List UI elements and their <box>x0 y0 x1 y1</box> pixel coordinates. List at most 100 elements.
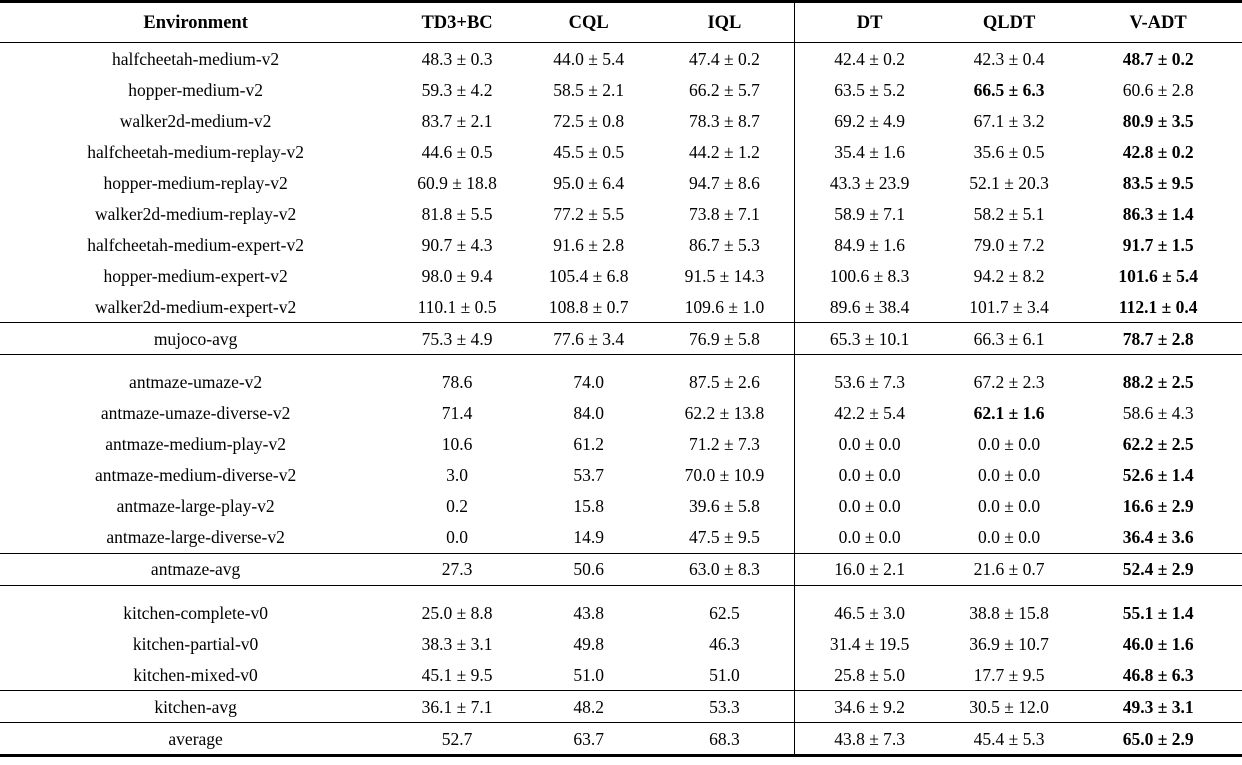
env-name-cell: antmaze-umaze-v2 <box>129 372 263 392</box>
score-cell: 50.6 <box>522 552 655 586</box>
env-name-cell: walker2d-medium-v2 <box>119 110 272 131</box>
score-cell: 90.7 ± 4.3 <box>421 234 493 255</box>
column-header-td3-bc: TD3+BC <box>391 1 523 43</box>
score-cell: 0.0 ± 0.0 <box>794 428 944 460</box>
table-row: walker2d-medium-v2 83.7 ± 2.1 72.5 ± 0.8 78… <box>0 105 1242 136</box>
score-cell: 66.5 ± 6.3 <box>973 79 1045 100</box>
score-cell: 59.3 ± 4.2 <box>421 79 493 100</box>
score-cell: 77.2 ± 5.5 <box>553 203 625 224</box>
score-cell: 35.4 ± 1.6 <box>794 136 944 167</box>
score-cell: 88.2 ± 2.5 <box>1122 372 1194 392</box>
env-name-cell: hopper-medium-replay-v2 <box>103 172 288 193</box>
score-cell: 36.1 ± 7.1 <box>391 690 523 723</box>
score-cell: 10.6 <box>441 434 473 454</box>
score-cell: 52.4 ± 2.9 <box>1074 552 1242 586</box>
score-cell: 34.6 ± 9.2 <box>794 690 944 723</box>
table-row: kitchen-mixed-v0 45.1 ± 9.5 51.0 51.0 25.8 ±… <box>0 659 1242 691</box>
score-cell: 35.6 ± 0.5 <box>973 141 1045 162</box>
table-row: hopper-medium-v2 59.3 ± 4.2 58.5 ± 2.1 66.2… <box>0 74 1242 105</box>
env-name-cell: mujoco-avg <box>0 322 392 355</box>
score-cell: 75.3 ± 4.9 <box>391 322 523 355</box>
env-name-cell: halfcheetah-medium-replay-v2 <box>87 141 304 162</box>
score-cell: 47.5 ± 9.5 <box>689 527 760 547</box>
score-cell: 79.0 ± 7.2 <box>973 234 1045 255</box>
table-row: halfcheetah-medium-expert-v2 90.7 ± 4.3 91… <box>0 229 1242 260</box>
score-cell: 84.0 <box>573 403 604 423</box>
score-cell: 63.7 <box>573 728 604 749</box>
score-cell: 44.0 ± 5.4 <box>553 48 625 69</box>
score-cell: 109.6 ± 1.0 <box>684 296 765 317</box>
score-cell: 45.1 ± 9.5 <box>421 664 493 685</box>
score-cell: 65.0 ± 2.9 <box>1122 728 1194 749</box>
score-cell: 62.2 ± 2.5 <box>1122 434 1194 454</box>
score-cell: 84.9 ± 1.6 <box>794 229 944 260</box>
score-cell: 0.0 ± 0.0 <box>794 521 944 553</box>
env-name-cell: kitchen-partial-v0 <box>132 633 259 654</box>
table-row: antmaze-umaze-v2 78.6 74.0 87.5 ± 2.6 53.6 ±… <box>0 354 1242 398</box>
score-cell: 105.4 ± 6.8 <box>548 265 629 286</box>
score-cell: 45.5 ± 0.5 <box>553 141 625 162</box>
table-row: kitchen-complete-v0 25.0 ± 8.8 43.8 62.5 46.… <box>0 585 1242 628</box>
score-cell: 46.8 ± 6.3 <box>1122 664 1194 685</box>
env-name-cell: average <box>168 728 223 749</box>
score-cell: 53.3 <box>654 690 795 723</box>
score-cell: 80.9 ± 3.5 <box>1122 110 1194 131</box>
score-cell: 44.2 ± 1.2 <box>689 141 760 162</box>
score-cell: 52.7 <box>441 728 473 749</box>
score-cell: 108.8 ± 0.7 <box>548 296 629 317</box>
score-cell: 51.0 <box>573 664 604 685</box>
score-cell: 0.0 ± 0.0 <box>794 490 944 522</box>
score-cell: 25.0 ± 8.8 <box>421 602 493 623</box>
score-cell: 62.5 <box>709 602 740 623</box>
table-row: halfcheetah-medium-v2 48.3 ± 0.3 44.0 ± 5.… <box>0 42 1242 74</box>
score-cell: 78.6 <box>441 372 473 392</box>
score-cell: 44.6 ± 0.5 <box>421 141 493 162</box>
score-cell: 51.0 <box>709 664 740 685</box>
env-name-cell: kitchen-complete-v0 <box>123 602 269 623</box>
score-cell: 14.9 <box>573 527 604 547</box>
score-cell: 0.0 ± 0.0 <box>978 527 1041 547</box>
table-row: hopper-medium-expert-v2 98.0 ± 9.4 105.4 ±… <box>0 260 1242 291</box>
score-cell: 112.1 ± 0.4 <box>1118 296 1198 317</box>
score-cell: 52.1 ± 20.3 <box>969 172 1049 193</box>
score-cell: 68.3 <box>709 728 740 749</box>
score-cell: 67.1 ± 3.2 <box>973 110 1045 131</box>
score-cell: 42.4 ± 0.2 <box>794 42 944 74</box>
score-cell: 53.7 <box>573 465 604 485</box>
score-cell: 17.7 ± 9.5 <box>973 664 1045 685</box>
score-cell: 62.1 ± 1.6 <box>973 403 1045 423</box>
env-name-cell: hopper-medium-v2 <box>128 79 263 100</box>
score-cell: 71.2 ± 7.3 <box>689 434 760 454</box>
score-cell: 70.0 ± 10.9 <box>684 465 765 485</box>
score-cell: 0.0 ± 0.0 <box>978 434 1041 454</box>
score-cell: 0.2 <box>446 496 468 516</box>
score-cell: 27.3 <box>391 552 523 586</box>
table-row: antmaze-medium-play-v2 10.6 61.2 71.2 ± 7.3… <box>0 428 1242 460</box>
score-cell: 30.5 ± 12.0 <box>943 690 1075 723</box>
score-cell: 31.4 ± 19.5 <box>794 628 944 659</box>
table-row: walker2d-medium-replay-v2 81.8 ± 5.5 77.2 … <box>0 198 1242 229</box>
env-name-cell: antmaze-avg <box>0 552 392 586</box>
score-cell: 61.2 <box>573 434 604 454</box>
score-cell: 67.2 ± 2.3 <box>973 372 1045 392</box>
score-cell: 52.6 ± 1.4 <box>1122 465 1194 485</box>
env-name-cell: walker2d-medium-expert-v2 <box>95 296 297 317</box>
score-cell: 0.0 ± 0.0 <box>978 496 1041 516</box>
score-cell: 91.6 ± 2.8 <box>553 234 625 255</box>
score-cell: 95.0 ± 6.4 <box>553 172 625 193</box>
score-cell: 48.7 ± 0.2 <box>1122 48 1194 69</box>
score-cell: 21.6 ± 0.7 <box>943 552 1075 586</box>
column-header-cql: CQL <box>522 1 655 43</box>
column-header-qldt: QLDT <box>943 1 1075 43</box>
score-cell: 110.1 ± 0.5 <box>417 296 497 317</box>
score-cell: 58.2 ± 5.1 <box>973 203 1045 224</box>
score-cell: 81.8 ± 5.5 <box>421 203 493 224</box>
score-cell: 91.7 ± 1.5 <box>1122 234 1194 255</box>
score-cell: 43.8 <box>573 602 604 623</box>
score-cell: 55.1 ± 1.4 <box>1122 602 1194 623</box>
table-body: halfcheetah-medium-v2 48.3 ± 0.3 44.0 ± 5.… <box>0 42 1242 756</box>
score-cell: 49.8 <box>573 633 604 654</box>
score-cell: 60.9 ± 18.8 <box>417 172 497 193</box>
table-header: Environment TD3+BC CQL IQL DT QLDT V-ADT <box>0 1 1242 43</box>
